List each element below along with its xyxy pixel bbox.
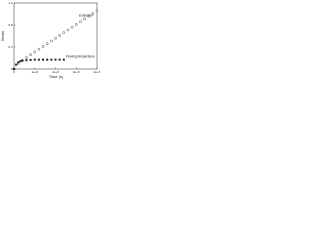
point bbox=[29, 53, 32, 57]
point bbox=[62, 58, 65, 61]
point bbox=[91, 12, 95, 15]
point bbox=[13, 68, 15, 70]
y-tick-label: 0.4 bbox=[8, 45, 13, 49]
x-tick-label: 1e+5 bbox=[31, 70, 38, 74]
point bbox=[62, 31, 66, 35]
chart: Time (s) Strain 0 1e+5 2e+5 3e+5 4e+500.40.8… bbox=[0, 1, 100, 79]
page: {"chart_data": {"type": "scatter", "xlab… bbox=[0, 0, 320, 81]
point bbox=[58, 58, 61, 61]
x-axis-label: Time (s) bbox=[49, 74, 64, 79]
point bbox=[33, 50, 37, 54]
point bbox=[21, 59, 24, 62]
point bbox=[50, 39, 53, 43]
point bbox=[17, 61, 20, 64]
point bbox=[15, 63, 18, 66]
y-tick-label: 1.2 bbox=[8, 1, 13, 5]
point bbox=[41, 45, 45, 48]
point bbox=[83, 17, 86, 21]
point bbox=[33, 58, 36, 61]
x-tick-label: 0 bbox=[13, 70, 15, 74]
point bbox=[37, 47, 41, 51]
point bbox=[95, 9, 99, 12]
point bbox=[54, 58, 57, 61]
point bbox=[25, 59, 28, 62]
point bbox=[66, 28, 70, 32]
y-tick-label: 0.8 bbox=[8, 23, 13, 27]
point bbox=[54, 36, 57, 40]
point bbox=[74, 23, 78, 26]
series-label: Flowing temperature bbox=[66, 54, 95, 58]
point bbox=[29, 58, 32, 61]
point bbox=[87, 14, 90, 18]
x-tick-label: 2e+5 bbox=[52, 70, 59, 74]
series-label: Extension bbox=[79, 14, 93, 18]
point bbox=[25, 56, 28, 59]
point bbox=[70, 25, 74, 29]
y-tick-label: 0 bbox=[11, 67, 13, 71]
point bbox=[42, 58, 45, 61]
x-tick-label: 4e+5 bbox=[94, 70, 100, 74]
point bbox=[46, 58, 49, 61]
point bbox=[50, 58, 53, 61]
point bbox=[58, 34, 61, 37]
point bbox=[79, 20, 82, 24]
point bbox=[19, 60, 22, 63]
point bbox=[45, 42, 49, 46]
point bbox=[37, 58, 40, 61]
x-tick-label: 3e+5 bbox=[73, 70, 80, 74]
y-axis-label: Strain bbox=[0, 31, 5, 41]
